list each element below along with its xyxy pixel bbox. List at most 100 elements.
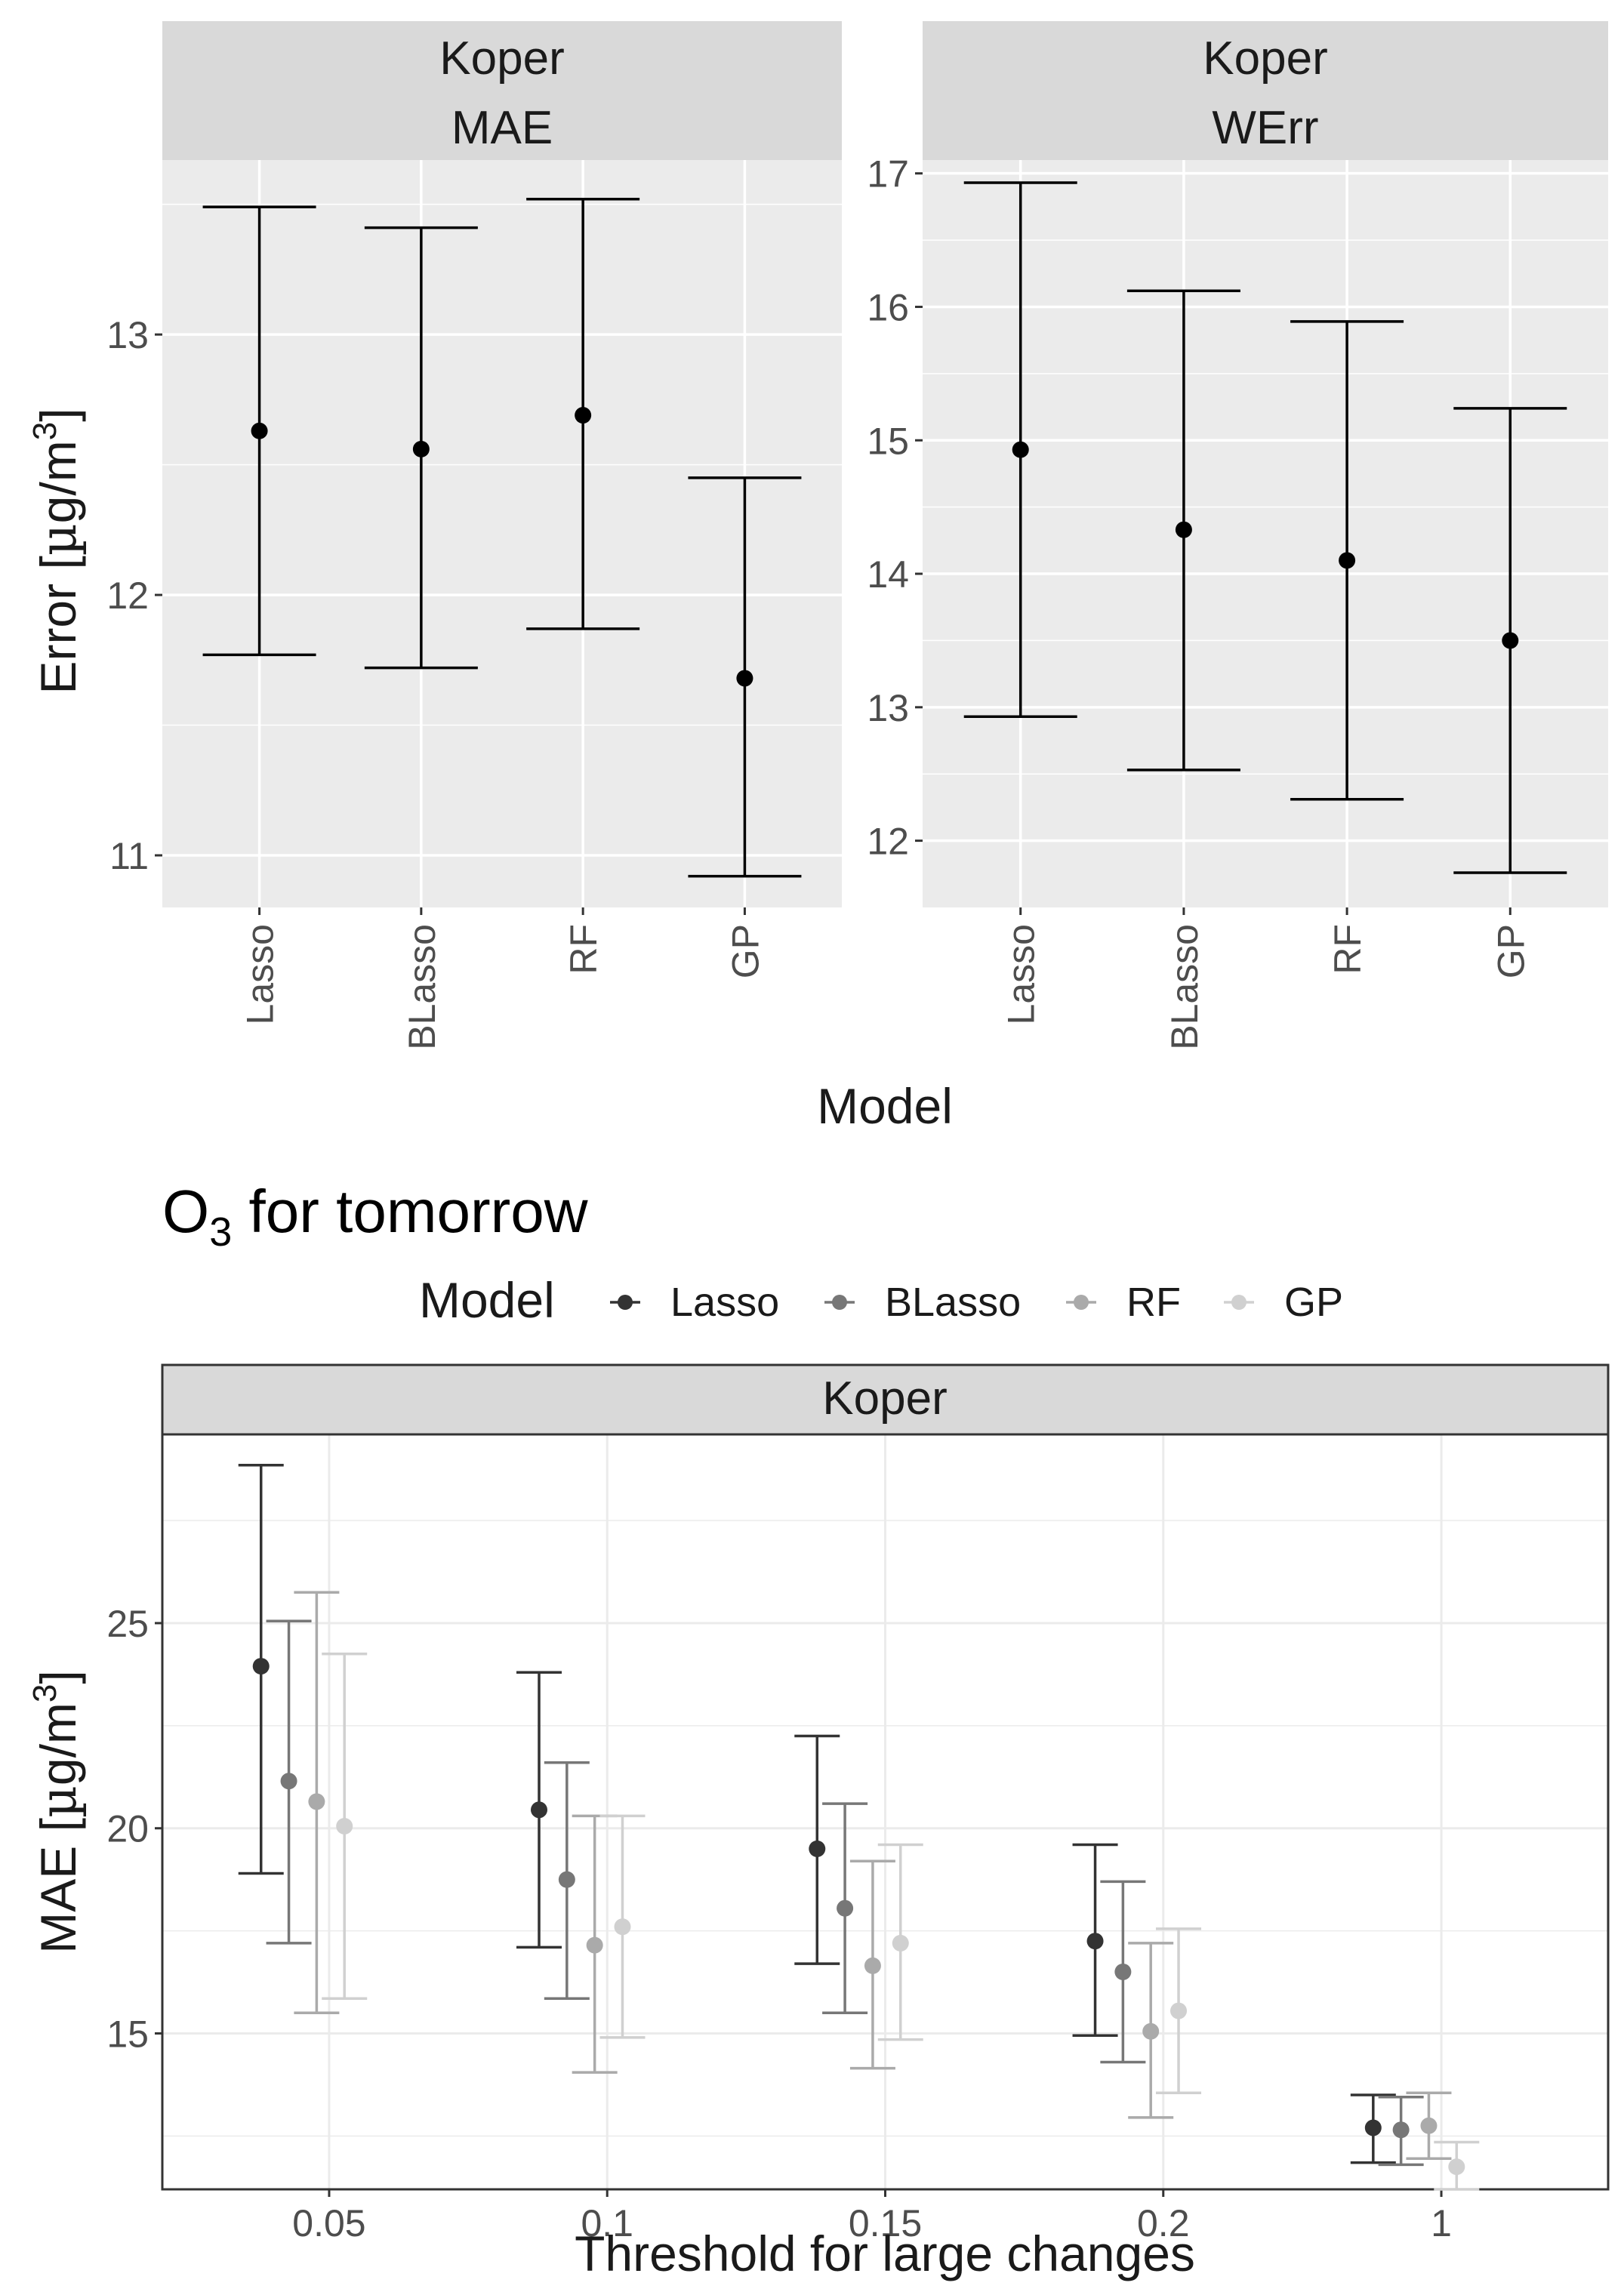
mean-point-lasso	[809, 1840, 826, 1857]
y-tick-label: 20	[106, 1808, 149, 1850]
mean-point-blasso	[837, 1899, 854, 1917]
ylabel-bottom-part2: g/m	[30, 1702, 86, 1785]
legend-label-lasso: Lasso	[670, 1280, 779, 1325]
y-tick-label: 17	[867, 153, 909, 196]
x-ticks-bottom: 0.05 0.1 0.15 0.2 1	[292, 2189, 1452, 2244]
mean-point-lasso	[1364, 2119, 1382, 2136]
ylabel-top-part2: g/m	[30, 440, 86, 523]
mean-point-lasso	[1086, 1933, 1104, 1950]
title-part2: for tomorrow	[232, 1178, 587, 1245]
grid-bottom	[162, 1434, 1608, 2189]
y-tick-label: 12	[867, 821, 909, 863]
x-axis-label-top: Model	[817, 1078, 953, 1134]
strip-werr-line1: Koper	[1203, 32, 1327, 85]
x-tick-label: 0.2	[1137, 2202, 1190, 2244]
mean-point-gp	[892, 1934, 909, 1952]
legend: Model Lasso BLasso RF GP	[419, 1272, 1343, 1328]
legend-label-blasso: BLasso	[885, 1280, 1021, 1325]
mean-point-blasso	[280, 1773, 297, 1790]
strip-werr-line2: WErr	[1212, 102, 1318, 154]
title-part1: O	[162, 1178, 209, 1245]
y-ticks-werr: 12 13 14 15 16 17	[867, 153, 923, 863]
legend-key-dot-blasso	[832, 1295, 847, 1310]
x-tick-label-rf: RF	[562, 924, 605, 975]
x-tick-label-blasso: BLasso	[401, 924, 443, 1050]
ylabel-top-part3: ]	[30, 408, 86, 421]
mean-point-gp	[1170, 2002, 1188, 2019]
y-tick-label: 12	[106, 575, 149, 617]
bottom-chart-title: O3 for tomorrow	[162, 1178, 588, 1255]
x-tick-label: 1	[1431, 2202, 1452, 2244]
x-axis-label-bottom: Threshold for large changes	[575, 2226, 1195, 2281]
y-ticks-bottom: 15 20 25	[106, 1603, 162, 2055]
mean-point-blasso	[1175, 521, 1192, 538]
strip-mae-line2: MAE	[451, 102, 553, 154]
ylabel-bottom-sup: 3	[26, 1684, 63, 1702]
x-tick-label: 0.1	[581, 2202, 633, 2244]
mean-point-rf	[864, 1957, 881, 1974]
mean-point-lasso	[531, 1801, 548, 1819]
marks-bottom	[238, 1464, 1480, 2191]
y-tick-label: 25	[106, 1603, 149, 1645]
marks-werr	[963, 181, 1567, 874]
y-tick-label: 15	[867, 420, 909, 462]
panel-werr: Koper WErr 12 13 14 15 16 17 Lasso BLasso RF GP	[867, 21, 1608, 1050]
y-tick-label: 15	[106, 2013, 149, 2055]
mean-point-blasso	[558, 1871, 575, 1888]
y-tick-label: 13	[867, 687, 909, 729]
x-tick-label-lasso: Lasso	[239, 924, 282, 1024]
mean-point-rf	[1420, 2117, 1438, 2134]
x-tick-label-gp: GP	[724, 924, 766, 978]
x-tick-label-gp: GP	[1490, 924, 1532, 978]
mean-point-gp	[336, 1818, 353, 1835]
plot-area-werr	[923, 160, 1608, 907]
mean-point-lasso	[252, 1658, 270, 1675]
legend-key-dot-gp	[1231, 1295, 1247, 1310]
x-tick-label-rf: RF	[1327, 924, 1369, 975]
strip-mae	[162, 21, 842, 160]
mean-point-rf	[586, 1936, 603, 1954]
strip-werr	[923, 21, 1608, 160]
x-tick-label-lasso: Lasso	[1000, 924, 1043, 1024]
x-tick-label: 0.05	[292, 2202, 365, 2244]
legend-key-dot-lasso	[618, 1295, 633, 1310]
mean-point-blasso	[412, 440, 430, 457]
y-tick-label: 16	[867, 286, 909, 328]
mean-point-blasso	[1114, 1963, 1132, 1980]
x-ticks-mae: Lasso BLasso RF GP	[239, 907, 766, 1050]
x-tick-label: 0.15	[849, 2202, 922, 2244]
strip-bottom-label: Koper	[822, 1372, 947, 1425]
mean-point-gp	[736, 670, 753, 687]
ylabel-bottom-part3: ]	[30, 1670, 86, 1684]
marks-mae	[202, 197, 802, 878]
panel-mae: Koper MAE 11 12 13 Lasso BLasso RF GP	[106, 21, 842, 1050]
mean-point-lasso	[1012, 441, 1029, 458]
y-ticks-mae: 11 12 13	[106, 314, 162, 877]
y-tick-label: 13	[106, 314, 149, 356]
mean-point-gp	[1502, 632, 1519, 649]
legend-title: Model	[419, 1272, 555, 1328]
legend-items: Lasso BLasso RF GP	[610, 1280, 1343, 1325]
ylabel-top-mu: µ	[29, 523, 88, 556]
y-tick-label: 14	[867, 553, 909, 596]
y-axis-label-bottom: MAE [µg/m3]	[26, 1670, 88, 1953]
plot-area-mae	[162, 160, 842, 907]
ylabel-top-part1: Error [	[30, 556, 86, 694]
mean-point-rf	[308, 1793, 325, 1810]
legend-label-gp: GP	[1284, 1280, 1343, 1325]
mean-point-blasso	[1392, 2121, 1410, 2139]
mean-point-lasso	[251, 422, 268, 439]
strip-mae-line1: Koper	[439, 32, 564, 85]
title-sub: 3	[209, 1209, 232, 1255]
mean-point-rf	[1339, 552, 1356, 569]
y-tick-label: 11	[109, 835, 149, 877]
mean-point-gp	[614, 1918, 631, 1936]
legend-label-rf: RF	[1126, 1280, 1181, 1325]
y-axis-label-top: Error [µg/m3]	[26, 408, 88, 694]
mean-point-rf	[1142, 2022, 1160, 2040]
mean-point-rf	[575, 407, 592, 424]
ylabel-top-sup: 3	[26, 422, 63, 440]
x-ticks-werr: Lasso BLasso RF GP	[1000, 907, 1532, 1050]
legend-key-dot-rf	[1074, 1295, 1089, 1310]
